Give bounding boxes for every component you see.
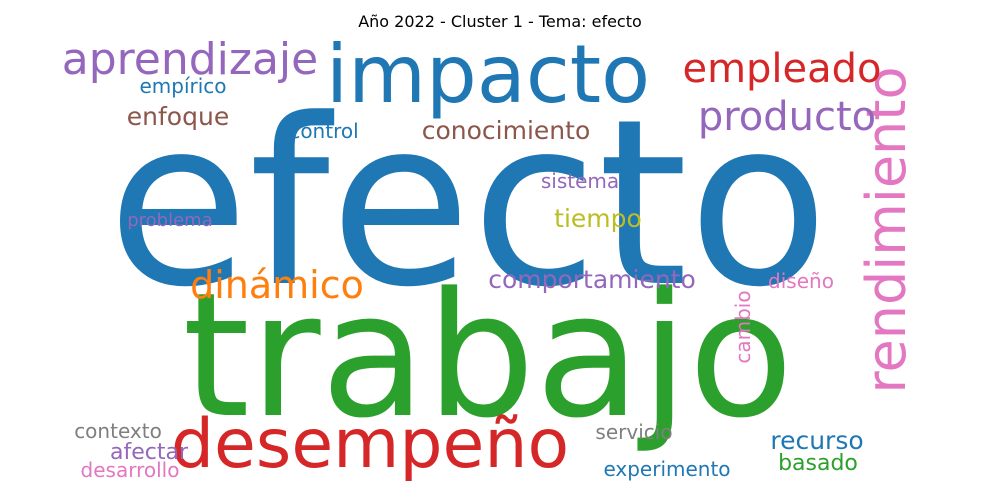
word-diseno: diseño [768, 269, 834, 293]
word-impacto: impacto [326, 28, 650, 121]
word-trabajo: trabajo [182, 255, 793, 456]
word-afectar: afectar [110, 440, 189, 465]
chart-title: Año 2022 - Cluster 1 - Tema: efecto [358, 12, 642, 31]
word-servicio: servicio [595, 420, 672, 444]
word-cambio: cambio [731, 290, 755, 363]
word-producto: producto [698, 94, 876, 140]
word-problema: problema [127, 210, 213, 231]
word-rendimiento: rendimiento [855, 66, 918, 393]
word-contexto: contexto [74, 419, 162, 443]
word-tiempo: tiempo [554, 204, 642, 233]
word-empirico: empírico [139, 74, 226, 98]
word-comportamiento: comportamiento [488, 265, 696, 294]
word-empleado: empleado [682, 46, 881, 92]
word-efecto: efecto [107, 71, 828, 338]
word-sistema: sistema [541, 169, 619, 193]
word-conocimiento: conocimiento [422, 116, 591, 145]
word-basado: basado [778, 451, 858, 476]
word-desempeno: desempeño [171, 405, 569, 484]
word-recurso: recurso [770, 426, 863, 455]
word-experimento: experimento [603, 457, 730, 481]
word-control: control [289, 119, 358, 143]
word-enfoque: enfoque [127, 102, 229, 131]
word-aprendizaje: aprendizaje [62, 34, 318, 85]
word-desarrollo: desarrollo [81, 458, 180, 482]
word-dinamico: dinámico [190, 263, 364, 307]
